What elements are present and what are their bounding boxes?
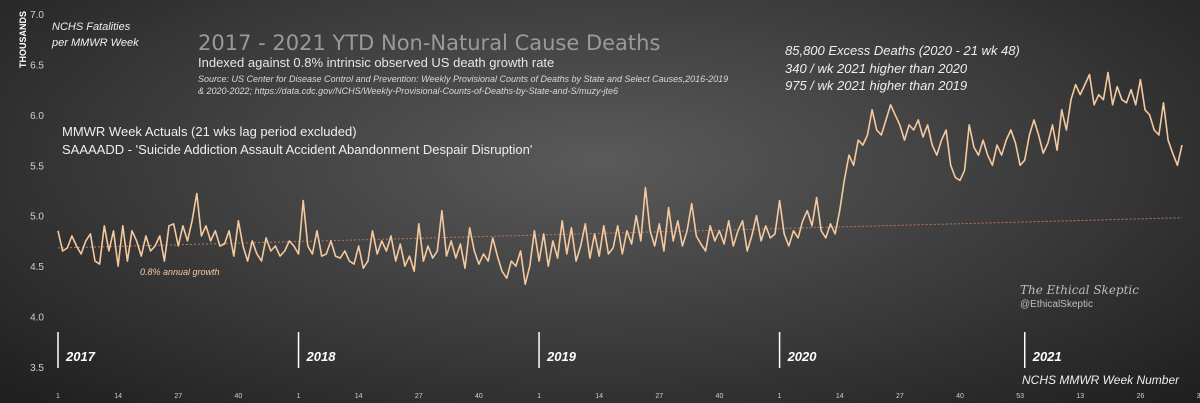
annotation-actuals: MMWR Week Actuals (21 wks lag period exc… (62, 124, 357, 139)
y-tick-label: 7.0 (30, 10, 44, 21)
y-ticks: 3.5 4.0 4.5 5.0 5.5 6.0 6.5 7.0 (30, 10, 44, 374)
year-label: 2019 (546, 349, 577, 364)
y-tick-label: 5.0 (30, 212, 44, 223)
year-markers: 2017 2018 2019 2020 2021 (57, 332, 1062, 368)
chart-subtitle: Indexed against 0.8% intrinsic observed … (198, 55, 554, 70)
x-tick-label: 27 (415, 393, 423, 400)
annotation-excess: 85,800 Excess Deaths (2020 - 21 wk 48) (785, 43, 1020, 58)
year-label: 2020 (787, 349, 818, 364)
annotation-growth: 0.8% annual growth (140, 267, 220, 277)
x-tick-label: 39 (1197, 393, 1200, 400)
annotation-2021-vs-2020: 340 / wk 2021 higher than 2020 (785, 61, 968, 76)
x-tick-label: 14 (114, 393, 122, 400)
chart-title: 2017 - 2021 YTD Non-Natural Cause Deaths (198, 31, 660, 55)
annotation-saaaadd: SAAAADD - 'Suicide Addiction Assault Acc… (62, 142, 532, 157)
x-tick-label: 40 (716, 393, 724, 400)
chart-source: Source: US Center for Disease Control an… (198, 74, 728, 84)
x-tick-label: 27 (174, 393, 182, 400)
x-ticks: 1 14 27 40 1 14 27 40 1 14 27 40 1 14 27 40 53 13 26 39 (56, 393, 1200, 400)
x-tick-label: 40 (475, 393, 483, 400)
x-tick-label: 14 (836, 393, 844, 400)
y-tick-label: 6.0 (30, 111, 44, 122)
y-tick-label: 6.5 (30, 60, 44, 71)
y-axis-name: THOUSANDS (18, 11, 28, 68)
x-tick-label: 40 (234, 393, 242, 400)
y-label-line-2: per MMWR Week (51, 37, 139, 49)
x-tick-label: 40 (956, 393, 964, 400)
series-line (57, 71, 1183, 286)
chart-source-2: & 2020-2022; https://data.cdc.gov/NCHS/W… (198, 86, 618, 96)
y-tick-label: 3.5 (30, 363, 44, 374)
x-tick-label: 1 (537, 393, 541, 400)
year-label: 2017 (65, 349, 96, 364)
x-tick-label: 27 (896, 393, 904, 400)
y-tick-label: 5.5 (30, 161, 44, 172)
x-tick-label: 13 (1076, 393, 1084, 400)
x-tick-label: 1 (297, 393, 301, 400)
annotation-2021-vs-2019: 975 / wk 2021 higher than 2019 (785, 78, 967, 93)
x-axis-label: NCHS MMWR Week Number (1022, 373, 1180, 387)
x-tick-label: 1 (778, 393, 782, 400)
x-tick-label: 14 (355, 393, 363, 400)
x-tick-label: 53 (1016, 393, 1024, 400)
x-tick-label: 14 (595, 393, 603, 400)
trend-line (57, 217, 1183, 249)
year-label: 2021 (1032, 349, 1062, 364)
x-tick-label: 27 (655, 393, 663, 400)
y-label-line-1: NCHS Fatalities (52, 21, 131, 33)
y-tick-label: 4.5 (30, 262, 44, 273)
x-tick-label: 26 (1136, 393, 1144, 400)
y-tick-label: 4.0 (30, 313, 44, 324)
watermark-handle: @EthicalSkeptic (1020, 299, 1093, 310)
year-label: 2018 (306, 349, 337, 364)
x-tick-label: 1 (56, 393, 60, 400)
watermark-brand: The Ethical Skeptic (1020, 283, 1139, 297)
